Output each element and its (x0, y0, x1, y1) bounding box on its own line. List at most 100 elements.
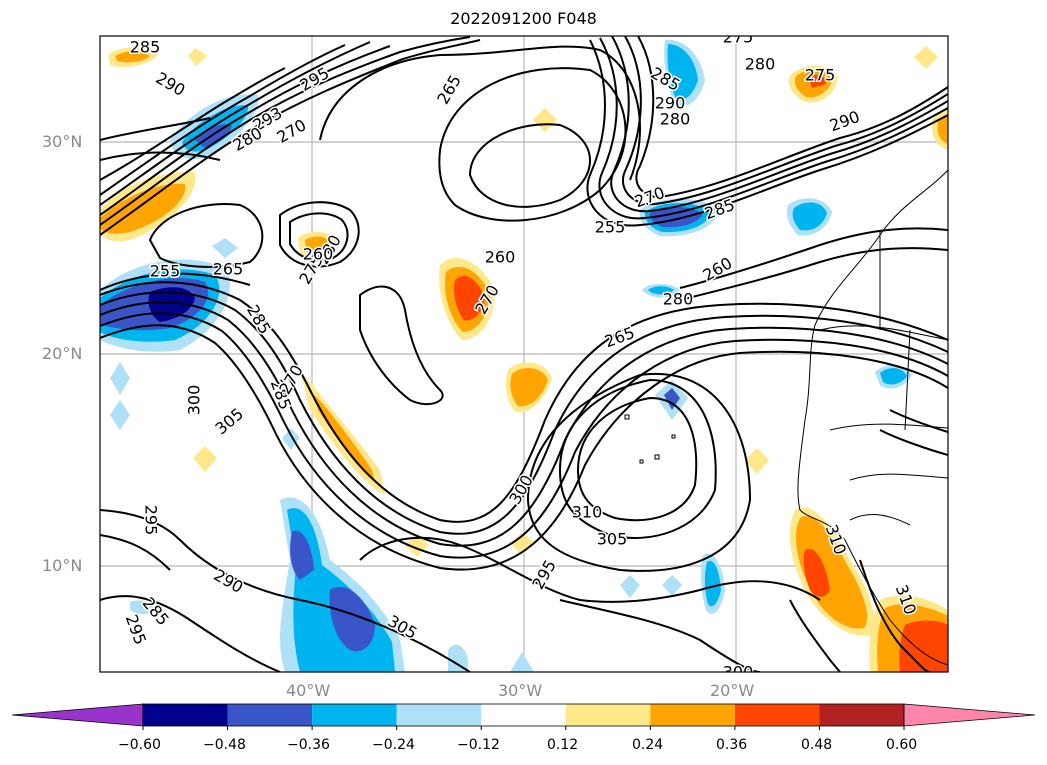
contour-label: 295 (142, 505, 161, 536)
contour-lines (100, 36, 948, 672)
contour-label: 255 (150, 262, 181, 281)
contour-label: 280 (663, 290, 694, 309)
shade-yellow-small-3 (405, 535, 429, 557)
shade-yellow-small-5 (745, 448, 769, 474)
colorbar-swatch (650, 704, 735, 726)
contour-label: 280 (660, 110, 691, 129)
colorbar-frame (142, 703, 905, 727)
contour-jet-6 (100, 67, 286, 181)
border-6 (849, 514, 911, 526)
colorbar-swatch (143, 704, 228, 726)
colorbar-swatch (734, 704, 820, 726)
colorbar-tick-label: 0.12 (547, 737, 579, 753)
contour-ne-2 (598, 37, 948, 220)
contour-sw-1 (100, 509, 471, 672)
lat-label-10n: 10°N (42, 556, 83, 575)
shade-blue-nw-3 (195, 124, 232, 148)
shade-yellow-small-4 (510, 532, 534, 555)
colorbar-tick-label: −0.12 (457, 737, 500, 753)
colorbar-swatch (227, 704, 313, 726)
contour-se-4 (889, 409, 948, 433)
shade-orange-se-2 (795, 516, 868, 629)
contour-high-1 (558, 378, 717, 539)
contour-low-3 (289, 212, 349, 262)
lon-label-40w: 40°W (286, 681, 331, 700)
colorbar-extend-low (11, 703, 144, 727)
contour-ne-3 (610, 36, 948, 213)
shade-blue-small-3b (648, 286, 674, 295)
colorbar-tick-label: 0.60 (886, 737, 918, 753)
island-3 (654, 454, 660, 460)
border-1 (819, 325, 948, 341)
contour-high-2 (576, 396, 698, 522)
contour-mid-4 (100, 312, 948, 559)
contour-jet-4 (100, 41, 371, 206)
contour-label: 305 (597, 530, 628, 549)
shade-blue-small-2b (880, 368, 907, 385)
contour-ne-1 (586, 39, 948, 227)
island-2 (639, 459, 644, 464)
contour-label: 310 (572, 503, 603, 522)
map-frame (99, 35, 949, 673)
lat-label-20n: 20°N (42, 344, 83, 363)
contour-label: 275 (805, 66, 836, 85)
shade-orange-nw-2 (100, 183, 186, 234)
lon-label-20w: 20°W (710, 681, 755, 700)
colorbar (11, 703, 1036, 730)
border-2 (829, 423, 948, 431)
colorbar-tick-label: 0.36 (716, 737, 748, 753)
colorbar-swatch (819, 704, 904, 726)
shade-blue-small-11 (212, 238, 238, 258)
contour-north-1 (468, 123, 591, 208)
shade-blue-small-10 (510, 652, 534, 672)
lat-label-30n: 30°N (42, 132, 83, 151)
contour-label: 285 (130, 38, 161, 57)
shade-blue-small-7 (620, 575, 640, 598)
shade-yellow-small-1 (533, 108, 557, 132)
contour-sw-2 (100, 595, 281, 672)
colorbar-swatch (396, 704, 482, 726)
contour-low-2 (279, 201, 360, 268)
shade-red-center (454, 276, 485, 321)
shade-orange-280b (305, 236, 334, 254)
contour-high-3 (526, 372, 752, 572)
lon-label-30w: 30°W (498, 681, 543, 700)
contour-mid-2 (100, 291, 948, 535)
contour-label: 260 (485, 248, 516, 267)
contour-label: 290 (655, 94, 686, 113)
island-4 (671, 434, 676, 439)
colorbar-swatch (481, 704, 566, 726)
colorbar-tick-label: −0.60 (118, 737, 161, 753)
colorbar-tick-label: −0.36 (287, 737, 330, 753)
shade-red-se (803, 549, 830, 597)
contour-east-1 (679, 247, 948, 301)
coast-africa (797, 169, 948, 666)
shade-blue-e2b (792, 202, 827, 231)
island-1 (624, 414, 630, 420)
contour-label: 300 (723, 663, 754, 682)
contour-label: 280 (745, 55, 776, 74)
contour-mid-5 (100, 324, 948, 571)
contour-ne-4 (621, 36, 948, 206)
coastlines (624, 169, 948, 666)
contour-jet-1 (100, 39, 481, 236)
shade-yellow-small-2 (193, 446, 217, 472)
shade-blue-small-9 (448, 644, 468, 672)
contour-se-1 (789, 599, 841, 672)
shade-orange-topleft-2 (115, 51, 150, 63)
contour-se-3 (879, 429, 948, 456)
shade-red-ne (808, 74, 826, 88)
colorbar-swatch (565, 704, 651, 726)
contour-label: 265 (213, 260, 244, 279)
shade-red-corner (899, 620, 948, 672)
contour-label: 275 (723, 28, 754, 47)
contour-east-2 (679, 227, 948, 289)
colorbar-tick-label: 0.48 (801, 737, 833, 753)
shade-blue-south-4 (329, 586, 375, 652)
contour-mid-1 (100, 281, 948, 523)
shade-blue-small-4 (110, 362, 130, 395)
shade-blue-small-5 (110, 400, 130, 430)
